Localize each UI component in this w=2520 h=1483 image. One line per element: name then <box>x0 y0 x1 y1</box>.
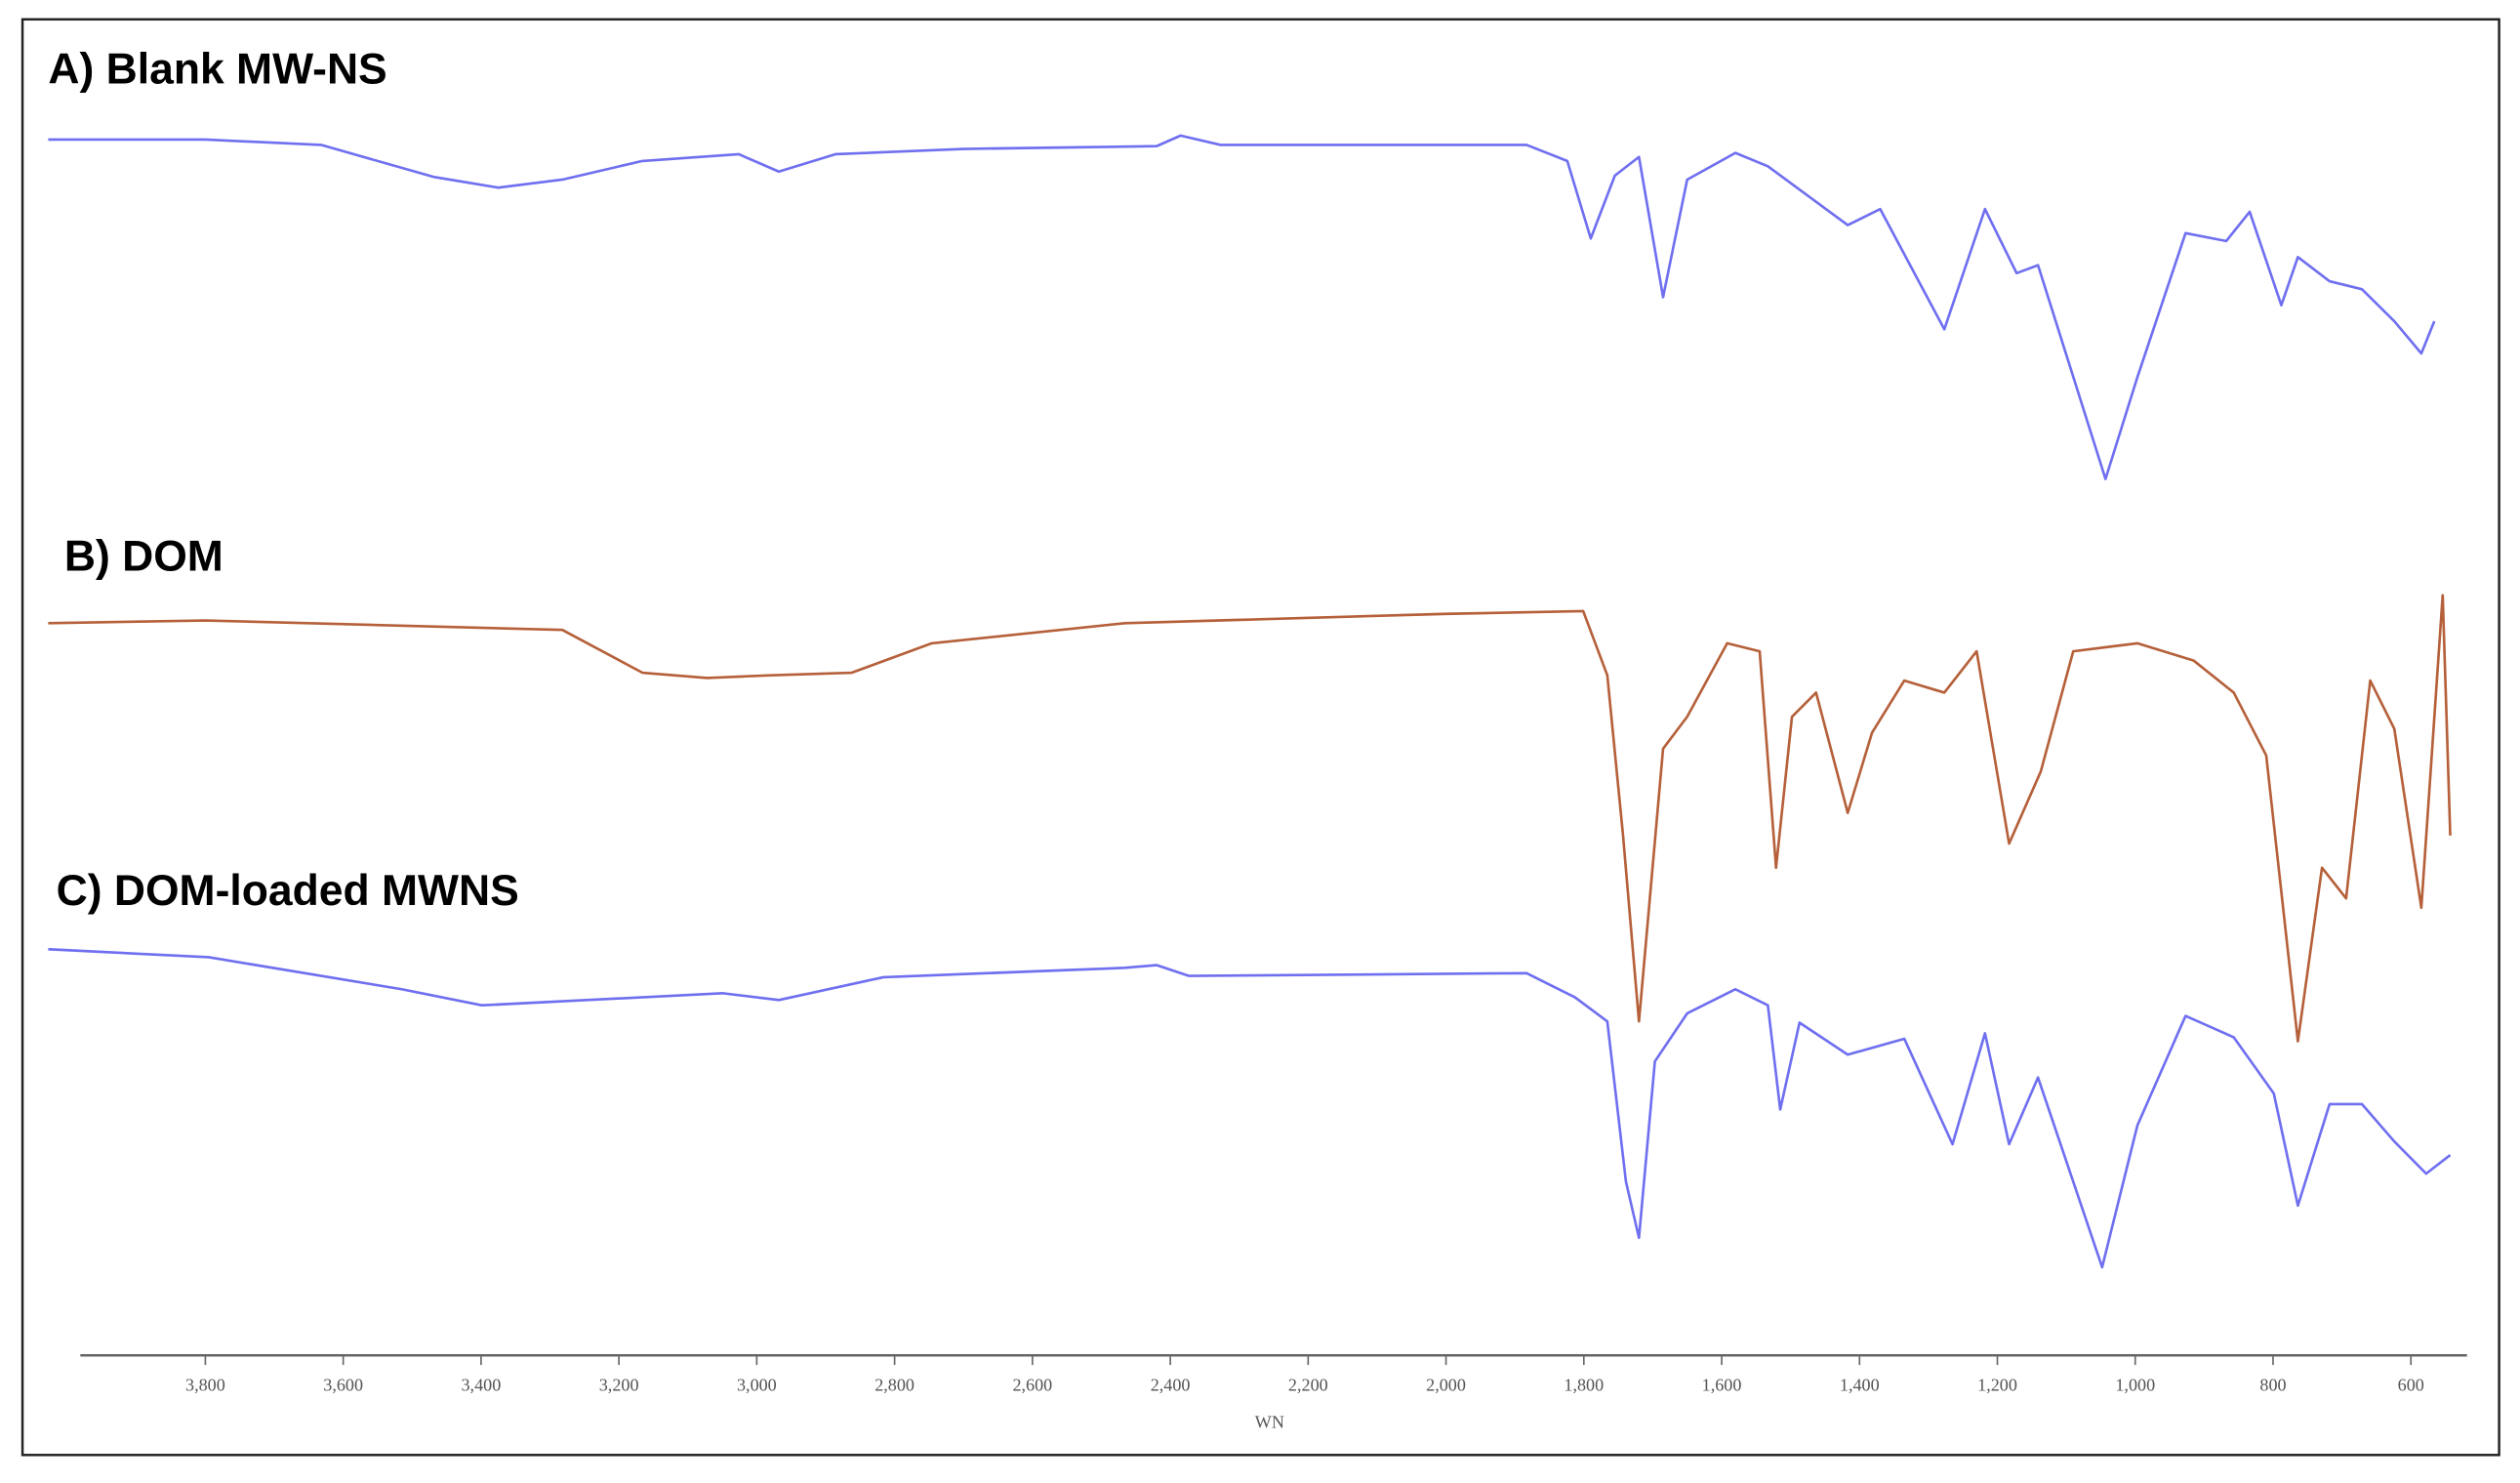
x-tick-label: 1,800 <box>1564 1375 1604 1394</box>
x-tick-label: 2,200 <box>1288 1375 1328 1394</box>
x-tick-label: 2,400 <box>1151 1375 1191 1394</box>
x-tick-label: 2,600 <box>1012 1375 1052 1394</box>
x-tick-label: 2,000 <box>1426 1375 1466 1394</box>
x-tick-label: 3,600 <box>323 1375 363 1394</box>
x-tick-label: 800 <box>2259 1375 2286 1394</box>
x-tick-label: 1,600 <box>1702 1375 1742 1394</box>
x-tick-label: 600 <box>2398 1375 2424 1394</box>
x-tick-label: 3,800 <box>185 1375 225 1394</box>
spectrum-line <box>48 594 2452 1043</box>
x-tick-label: 1,400 <box>1840 1375 1880 1394</box>
x-tick-label: 1,000 <box>2115 1375 2155 1394</box>
x-tick-label: 3,400 <box>462 1375 502 1394</box>
x-axis-label: WN <box>1255 1412 1284 1431</box>
x-tick-label: 3,200 <box>599 1375 639 1394</box>
series-label: A) Blank MW-NS <box>48 46 386 94</box>
x-tick-label: 2,800 <box>874 1375 915 1394</box>
spectrum-line <box>48 134 2436 480</box>
series-label: C) DOM-loaded MWNS <box>57 867 519 915</box>
frame <box>20 18 2500 1457</box>
x-tick-label: 1,200 <box>1977 1375 2017 1394</box>
series-label: B) DOM <box>64 533 224 581</box>
spectrum-line <box>48 947 2452 1269</box>
x-tick-label: 3,000 <box>737 1375 777 1394</box>
